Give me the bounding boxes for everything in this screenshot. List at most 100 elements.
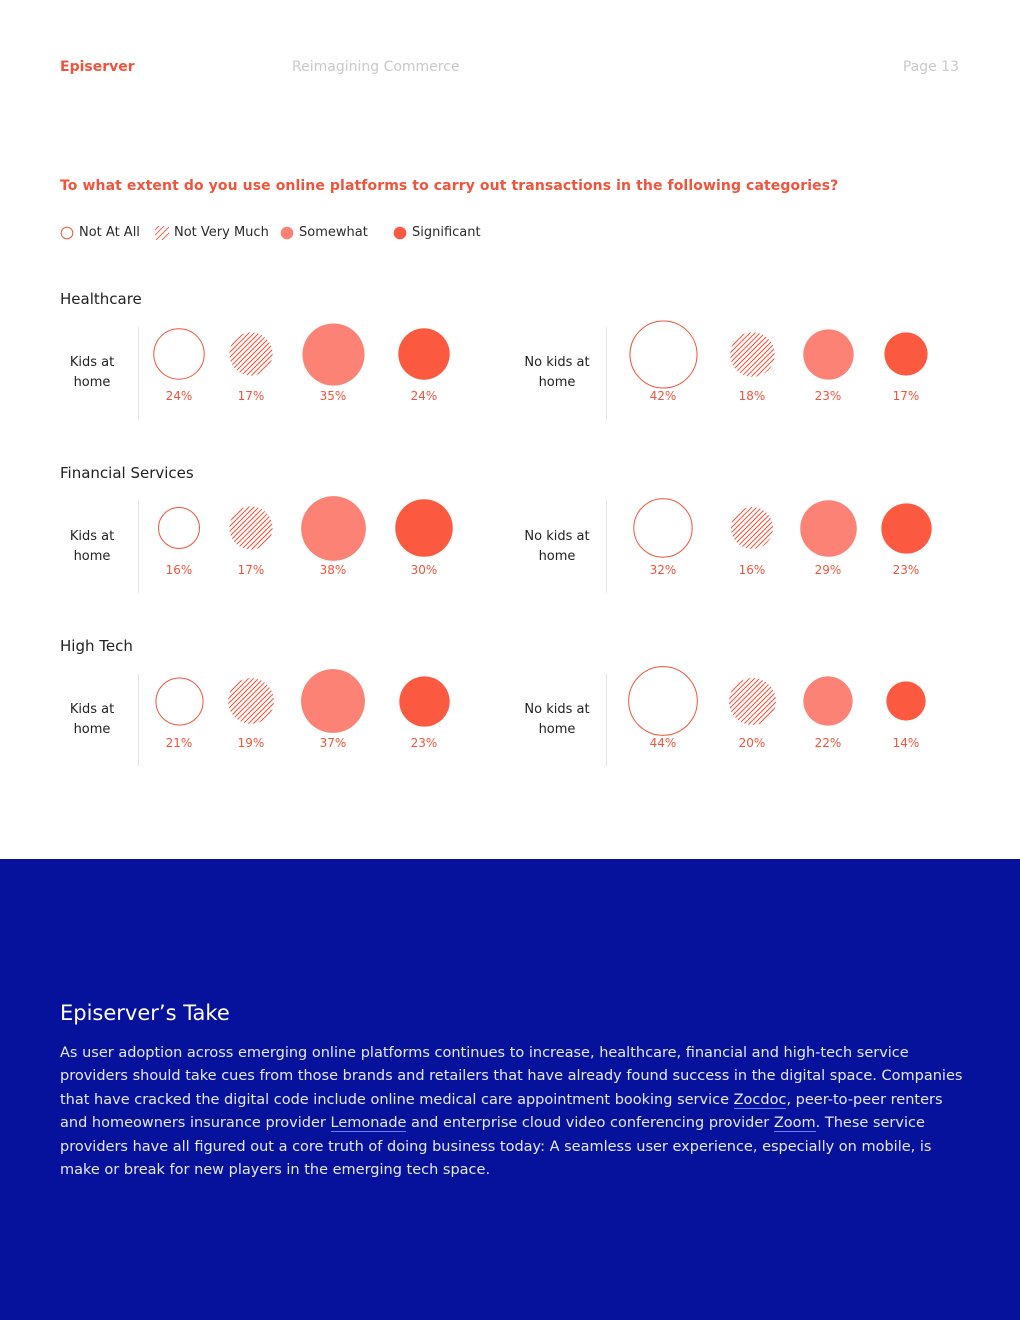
bubble-somewhat: [300, 495, 366, 561]
data-label: 17%: [892, 389, 920, 403]
episerver-take-section: Episerver’s Take As user adoption across…: [0, 859, 1020, 1320]
legend-label: Not Very Much: [174, 225, 269, 240]
data-label: 24%: [165, 389, 193, 403]
legend-label: Somewhat: [299, 225, 368, 240]
data-label: 16%: [165, 563, 193, 577]
bubble-not-at-all: [153, 328, 205, 380]
zoom-link[interactable]: Zoom: [773, 1115, 816, 1133]
section-body: As user adoption across emerging online …: [60, 1042, 970, 1182]
bubble-mark: [153, 328, 205, 380]
bubble-not-at-all: [628, 666, 698, 736]
legend-label: Significant: [412, 225, 481, 240]
data-label: 21%: [165, 736, 193, 750]
bubble-mark: [880, 502, 932, 554]
bubble-mark: [229, 332, 273, 376]
segment-divider: [138, 327, 139, 419]
bubble-mark: [395, 499, 453, 557]
solid-circle-icon: [393, 226, 407, 240]
bubble-mark: [398, 675, 450, 727]
bubble-not-at-all: [154, 676, 204, 726]
bubble-mark: [628, 319, 698, 389]
page-header: Episerver Reimagining Commerce Page 13: [0, 59, 1020, 79]
data-label: 19%: [237, 736, 265, 750]
bubble-significant: [880, 502, 932, 554]
document-title: Reimagining Commerce: [292, 59, 460, 75]
data-label: 20%: [738, 736, 766, 750]
bubble-mark: [301, 322, 365, 386]
segment-label-no-kids-at-home: No kids at home: [524, 529, 590, 564]
category-title: Healthcare: [60, 290, 142, 308]
bubble-significant: [886, 681, 926, 721]
category-title: Financial Services: [60, 464, 194, 482]
data-label: 23%: [892, 563, 920, 577]
section-title: Episerver’s Take: [60, 1001, 230, 1025]
bubble-somewhat: [803, 676, 853, 726]
segment-label-kids-at-home: Kids at home: [69, 702, 115, 737]
bubble-mark: [633, 498, 693, 558]
chart-title: To what extent do you use online platfor…: [60, 178, 839, 194]
bubble-significant: [395, 499, 453, 557]
data-label: 42%: [649, 389, 677, 403]
bubble-not-very-much: [728, 677, 776, 725]
segment-label-kids-at-home: Kids at home: [69, 529, 115, 564]
segment-label-no-kids-at-home: No kids at home: [524, 355, 590, 390]
bubble-mark: [802, 328, 854, 380]
segment-label-no-kids-at-home: No kids at home: [524, 702, 590, 737]
segment-divider: [138, 674, 139, 766]
bubble-significant: [398, 328, 450, 380]
segment-divider: [606, 327, 607, 419]
legend-label: Not At All: [79, 225, 140, 240]
body-text: and enterprise cloud video conferencing …: [406, 1115, 774, 1132]
outline-circle-icon: [60, 226, 74, 240]
bubble-mark: [731, 507, 773, 549]
bubble-somewhat: [802, 328, 854, 380]
page-number: Page 13: [902, 59, 959, 75]
zocdoc-link[interactable]: Zocdoc: [733, 1091, 787, 1109]
data-label: 37%: [319, 736, 347, 750]
data-label: 44%: [649, 736, 677, 750]
bubble-mark: [229, 506, 273, 550]
bubble-mark: [728, 677, 776, 725]
bubble-not-very-much: [731, 507, 773, 549]
segment-divider: [138, 501, 139, 593]
bubble-mark: [799, 499, 857, 557]
bubble-significant: [398, 675, 450, 727]
data-label: 14%: [892, 736, 920, 750]
bubble-not-very-much: [729, 331, 775, 377]
data-label: 24%: [410, 389, 438, 403]
bubble-not-very-much: [229, 332, 273, 376]
bubble-mark: [300, 495, 366, 561]
bubble-significant: [884, 332, 928, 376]
data-label: 29%: [814, 563, 842, 577]
bubble-somewhat: [301, 322, 365, 386]
bubble-mark: [884, 332, 928, 376]
data-label: 32%: [649, 563, 677, 577]
lemonade-link[interactable]: Lemonade: [330, 1115, 407, 1133]
data-label: 35%: [319, 389, 347, 403]
bubble-not-very-much: [228, 678, 274, 724]
bubble-not-very-much: [229, 506, 273, 550]
bubble-not-at-all: [158, 507, 200, 549]
data-label: 38%: [319, 563, 347, 577]
category-title: High Tech: [60, 637, 133, 655]
hatched-circle-icon: [155, 226, 169, 240]
bubble-not-at-all: [628, 319, 698, 389]
bubble-somewhat: [301, 669, 365, 733]
bubble-mark: [803, 676, 853, 726]
bubble-mark: [398, 328, 450, 380]
segment-divider: [606, 674, 607, 766]
data-label: 17%: [237, 563, 265, 577]
data-label: 22%: [814, 736, 842, 750]
brand-name: Episerver: [60, 59, 135, 75]
light-circle-icon: [280, 226, 294, 240]
bubble-mark: [886, 681, 926, 721]
bubble-not-at-all: [633, 498, 693, 558]
data-label: 23%: [814, 389, 842, 403]
body-text: , peer-to-peer renters and homeowners in…: [60, 1091, 943, 1132]
data-label: 17%: [237, 389, 265, 403]
bubble-mark: [228, 678, 274, 724]
data-label: 18%: [738, 389, 766, 403]
body-text: As user adoption across emerging online …: [60, 1045, 963, 1108]
body-text: . These service providers have all figur…: [60, 1115, 932, 1179]
bubble-mark: [158, 507, 200, 549]
